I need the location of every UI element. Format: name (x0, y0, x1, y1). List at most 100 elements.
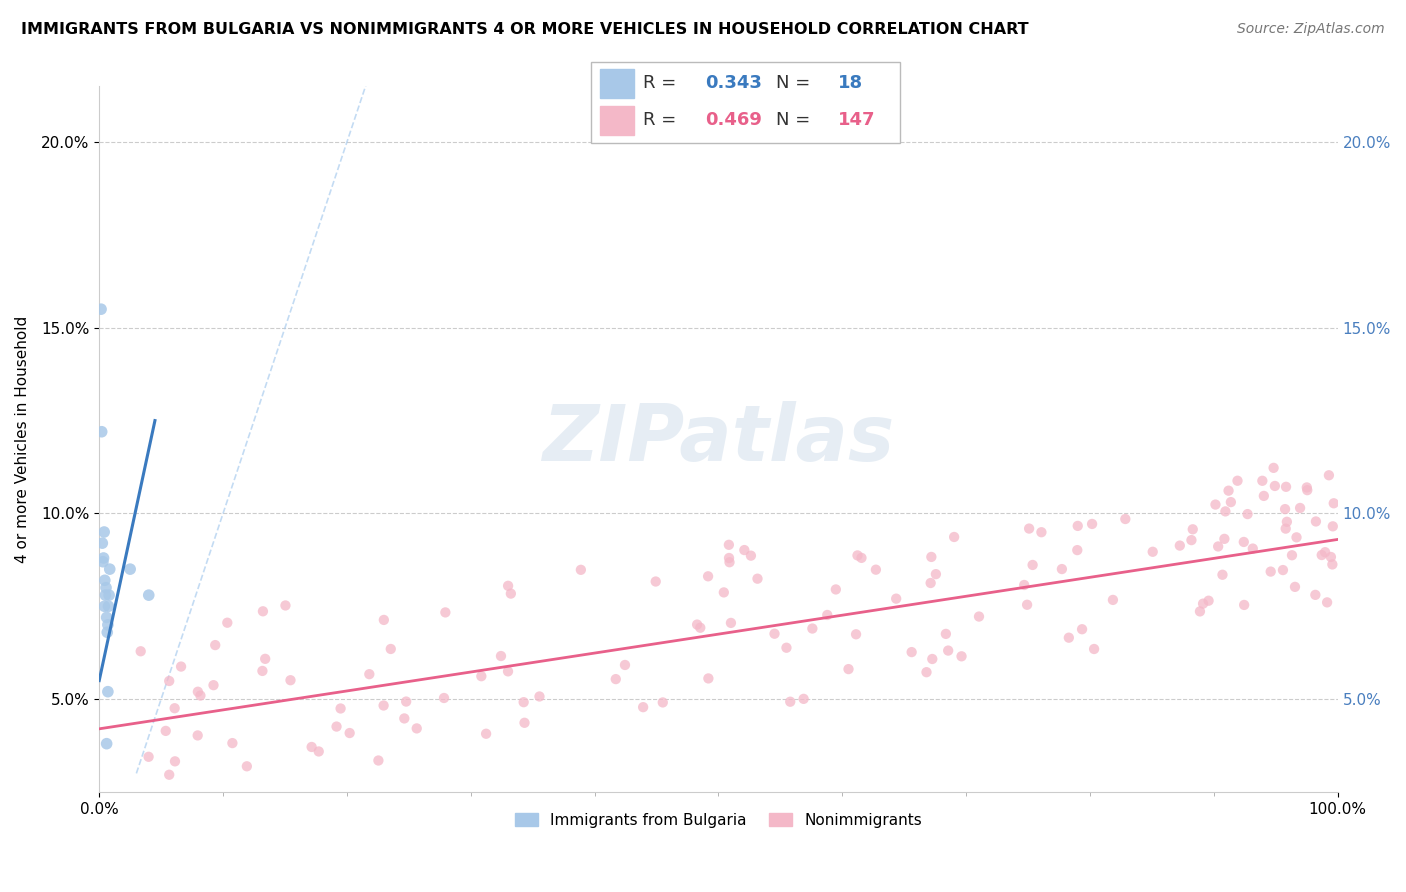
Point (644, 574, 666, 589)
Point (394, 711, 416, 725)
Text: R =: R = (643, 112, 682, 129)
Point (1317, 468, 1340, 483)
Point (1081, 516, 1104, 531)
Point (252, 604, 274, 618)
Point (97, 684, 120, 698)
FancyBboxPatch shape (591, 62, 900, 143)
Point (187, 684, 209, 698)
Text: 18: 18 (838, 74, 863, 92)
Text: 0.469: 0.469 (704, 112, 762, 129)
Point (301, 739, 323, 754)
Point (1241, 541, 1264, 556)
Point (1271, 563, 1294, 577)
Point (1322, 558, 1344, 572)
Text: IMMIGRANTS FROM BULGARIA VS NONIMMIGRANTS 4 OR MORE VEHICLES IN HOUSEHOLD CORREL: IMMIGRANTS FROM BULGARIA VS NONIMMIGRANT… (21, 22, 1029, 37)
Point (1264, 479, 1286, 493)
Point (801, 622, 824, 636)
Point (91, 555, 114, 569)
Point (236, 759, 259, 773)
Point (614, 657, 637, 672)
Point (1305, 588, 1327, 602)
Point (631, 700, 654, 714)
Point (1274, 502, 1296, 516)
Point (367, 754, 389, 768)
Point (163, 701, 186, 715)
Point (1323, 496, 1346, 510)
Point (434, 606, 457, 620)
Point (1289, 500, 1312, 515)
Point (845, 627, 868, 641)
Point (605, 672, 627, 686)
Point (950, 649, 973, 664)
Point (1204, 498, 1226, 512)
Bar (600, 69, 634, 98)
Point (157, 768, 180, 782)
Point (775, 640, 797, 655)
Point (1219, 495, 1241, 509)
Point (1213, 532, 1236, 546)
Point (329, 701, 352, 715)
Point (747, 572, 769, 586)
Point (943, 530, 966, 544)
Point (1263, 461, 1285, 475)
Point (496, 579, 519, 593)
Point (513, 715, 536, 730)
Point (475, 727, 498, 741)
Point (405, 722, 427, 736)
Point (697, 672, 720, 686)
Point (155, 723, 177, 738)
Bar (600, 106, 634, 135)
Point (1071, 622, 1094, 636)
Point (851, 550, 873, 565)
Point (837, 662, 859, 676)
Point (1180, 533, 1202, 548)
Point (94, 581, 117, 595)
Point (380, 642, 402, 657)
Point (1192, 597, 1215, 611)
Text: 0.343: 0.343 (704, 74, 762, 92)
Point (1215, 504, 1237, 518)
Point (129, 644, 152, 658)
Point (373, 698, 395, 713)
Point (170, 659, 193, 673)
Point (202, 678, 225, 692)
Point (686, 617, 709, 632)
Point (733, 543, 755, 558)
Point (499, 586, 522, 600)
Point (967, 609, 990, 624)
Point (717, 538, 740, 552)
Point (1316, 595, 1339, 609)
Point (779, 695, 801, 709)
Point (815, 607, 838, 622)
Point (94, 588, 117, 602)
Point (1211, 567, 1233, 582)
Point (1018, 522, 1040, 536)
Point (920, 549, 942, 564)
Text: R =: R = (643, 74, 682, 92)
Point (1284, 580, 1306, 594)
Point (280, 673, 302, 688)
Point (522, 811, 544, 825)
Point (925, 567, 948, 582)
Text: Source: ZipAtlas.com: Source: ZipAtlas.com (1237, 22, 1385, 37)
Point (395, 694, 418, 708)
Point (1021, 558, 1043, 572)
Point (1102, 593, 1125, 607)
Point (120, 562, 142, 576)
Point (1275, 480, 1298, 494)
Point (1320, 549, 1343, 564)
Point (93, 524, 115, 539)
Point (1067, 519, 1090, 533)
Point (697, 569, 720, 583)
Point (1198, 593, 1220, 607)
Point (793, 691, 815, 706)
Point (187, 728, 209, 742)
Point (96, 737, 118, 751)
Point (204, 638, 226, 652)
Point (1050, 562, 1073, 576)
Point (470, 669, 492, 683)
Point (1066, 543, 1088, 558)
Point (138, 749, 160, 764)
Point (1226, 474, 1249, 488)
Point (252, 664, 274, 678)
